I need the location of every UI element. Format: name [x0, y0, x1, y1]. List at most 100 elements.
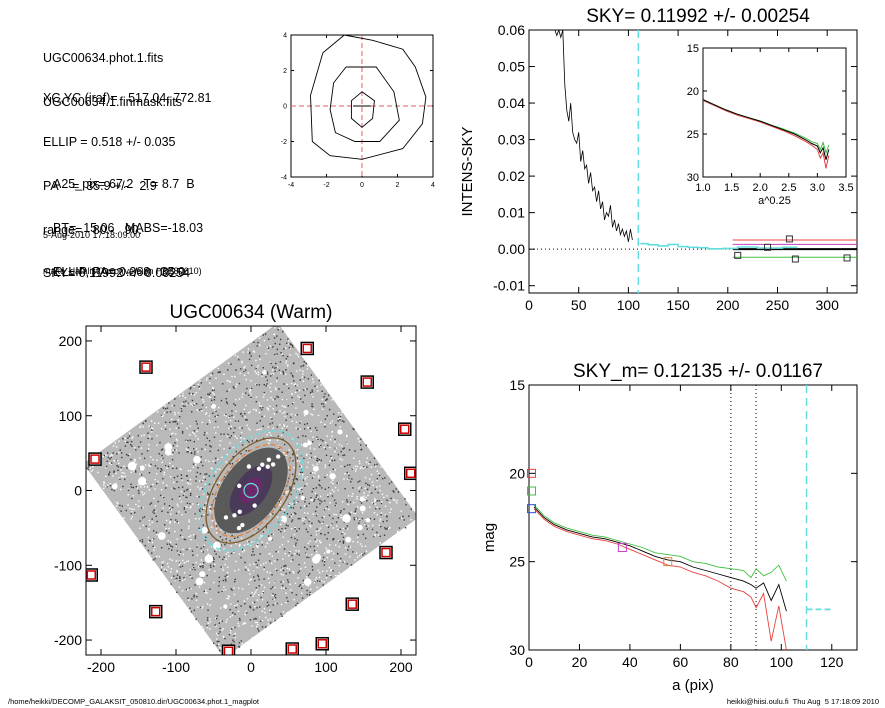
- noise-speck: [123, 472, 125, 474]
- noise-speck: [226, 574, 228, 576]
- noise-speck: [299, 471, 302, 474]
- noise-speck: [251, 602, 254, 604]
- noise-speck: [225, 420, 227, 423]
- noise-speck: [173, 404, 176, 407]
- noise-speck: [276, 348, 279, 351]
- noise-speck: [153, 530, 155, 532]
- noise-speck: [271, 533, 273, 536]
- noise-speck: [352, 551, 354, 553]
- noise-speck: [266, 371, 269, 373]
- noise-speck: [302, 517, 304, 520]
- noise-speck: [326, 556, 329, 559]
- noise-speck: [241, 444, 244, 446]
- noise-speck: [148, 489, 150, 491]
- noise-speck: [359, 543, 362, 545]
- magnitude_profile-xtick-label: 20: [572, 654, 588, 670]
- noise-speck: [186, 481, 189, 484]
- isophote-ellipse-0: [198, 430, 304, 551]
- noise-speck: [307, 585, 309, 587]
- noise-speck: [126, 441, 128, 443]
- noise-speck: [316, 545, 319, 547]
- noise-speck: [168, 507, 171, 510]
- noise-speck: [228, 416, 230, 418]
- noise-speck: [378, 472, 380, 475]
- noise-speck: [283, 511, 286, 514]
- noise-speck: [205, 473, 208, 475]
- noise-speck: [272, 619, 275, 621]
- noise-speck: [315, 514, 318, 517]
- noise-speck: [242, 393, 244, 395]
- noise-speck: [326, 506, 328, 508]
- noise-speck: [262, 563, 265, 565]
- noise-speck: [219, 627, 221, 630]
- noise-speck: [289, 343, 291, 345]
- noise-speck: [250, 380, 252, 382]
- noise-speck: [222, 635, 225, 638]
- noise-speck: [324, 508, 326, 511]
- noise-speck: [253, 554, 255, 556]
- noise-speck: [241, 362, 243, 364]
- noise-speck: [348, 477, 350, 479]
- noise-speck: [373, 518, 376, 520]
- noise-speck: [256, 623, 259, 626]
- noise-speck: [304, 518, 306, 520]
- noise-speck: [297, 395, 299, 397]
- masked-star: [345, 536, 352, 543]
- noise-speck: [168, 532, 170, 534]
- noise-speck: [251, 625, 253, 627]
- noise-speck: [141, 541, 144, 543]
- noise-speck: [346, 435, 348, 438]
- noise-speck: [187, 482, 190, 485]
- noise-speck: [169, 428, 171, 430]
- noise-speck: [374, 465, 377, 468]
- noise-speck: [329, 492, 331, 495]
- noise-speck: [355, 468, 357, 470]
- noise-speck: [243, 437, 245, 440]
- noise-speck: [330, 550, 333, 552]
- noise-speck: [163, 568, 166, 570]
- noise-speck: [303, 479, 305, 481]
- noise-speck: [253, 593, 256, 595]
- noise-speck: [282, 558, 284, 560]
- mask-box-inner-1: [302, 343, 312, 354]
- noise-speck: [110, 462, 113, 464]
- noise-speck: [103, 484, 105, 486]
- noise-speck: [319, 443, 321, 445]
- noise-speck: [312, 464, 314, 466]
- noise-speck: [272, 586, 274, 588]
- galaxy-masked-star: [270, 462, 276, 467]
- noise-speck: [103, 481, 105, 483]
- noise-speck: [339, 540, 341, 543]
- noise-speck: [400, 510, 402, 512]
- noise-speck: [213, 436, 216, 439]
- noise-speck: [253, 351, 256, 353]
- noise-speck: [238, 642, 241, 644]
- noise-speck: [385, 515, 388, 517]
- noise-speck: [198, 566, 200, 568]
- noise-speck: [259, 420, 262, 422]
- noise-speck: [183, 490, 185, 492]
- noise-speck: [235, 560, 237, 563]
- noise-speck: [197, 503, 199, 505]
- noise-speck: [169, 520, 172, 523]
- noise-speck: [389, 511, 391, 514]
- noise-speck: [257, 528, 260, 530]
- noise-speck: [296, 530, 298, 532]
- noise-speck: [164, 464, 167, 467]
- noise-speck: [168, 527, 170, 530]
- noise-speck: [281, 405, 284, 407]
- noise-speck: [208, 569, 210, 571]
- noise-speck: [236, 383, 238, 385]
- noise-speck: [148, 472, 151, 474]
- noise-speck: [309, 472, 312, 474]
- noise-speck: [213, 481, 216, 483]
- mag-xlabel: a (pix): [672, 677, 714, 694]
- noise-speck: [164, 405, 166, 407]
- noise-speck: [217, 414, 219, 417]
- noise-speck: [241, 551, 244, 553]
- noise-speck: [215, 632, 218, 635]
- noise-speck: [169, 462, 171, 464]
- noise-speck: [337, 482, 339, 484]
- noise-speck: [281, 615, 283, 617]
- noise-speck: [160, 467, 162, 470]
